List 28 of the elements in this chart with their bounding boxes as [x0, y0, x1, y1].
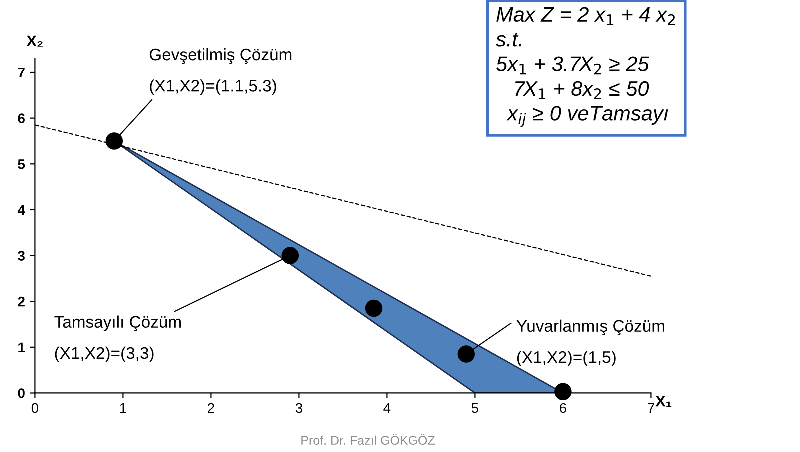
y-tick-label: 5: [18, 160, 26, 170]
x-tick-label: 3: [296, 403, 302, 414]
text: Max Z = 2 x$_{1}$ + 4 x$_{2}$ s.t. 5x$_{1}$ + 3.7X$_{2}$ ≥ 25 7X$_{1}$ + 8x$_{2}$ ≤ 50 x$_{ij}$ ≥ 0 veTamsayı: [496, 7, 676, 128]
x-tick-label: 7: [648, 403, 654, 414]
x-tick-label: 0: [32, 403, 39, 414]
y-axis-title: X₂: [26, 36, 43, 47]
y-tick-label: 1: [18, 342, 26, 352]
annotation: Yuvarlanmış Çözüm (X1,X2)=(1,5): [516, 320, 664, 367]
point: [365, 300, 383, 318]
point: [458, 346, 476, 363]
y-tick-label: 7: [18, 68, 25, 78]
text: Prof. Dr. Fazıl GÖKGÖZ: [302, 434, 435, 446]
x-tick-label: 2: [208, 403, 214, 414]
point: [106, 132, 124, 150]
x-tick-label: 5: [472, 403, 478, 414]
x-tick-label: 6: [560, 403, 566, 414]
x-tick-label: 4: [384, 403, 391, 414]
annotation: Tamsayılı Çözüm (X1,X2)=(3,3): [54, 316, 181, 362]
y-tick-label: 2: [18, 296, 25, 307]
x-axis-title: X₁: [656, 396, 672, 408]
point: [282, 247, 300, 264]
annotation: Gevşetilmiş Çözüm (X1,X2)=(1.1,5.3): [150, 48, 292, 96]
x-tick-label: 1: [120, 403, 126, 414]
y-tick-label: 6: [18, 114, 25, 124]
y-tick-label: 0: [18, 388, 25, 398]
y-tick-label: 4: [18, 205, 26, 215]
y-tick-label: 3: [18, 251, 25, 261]
point: [554, 383, 572, 400]
